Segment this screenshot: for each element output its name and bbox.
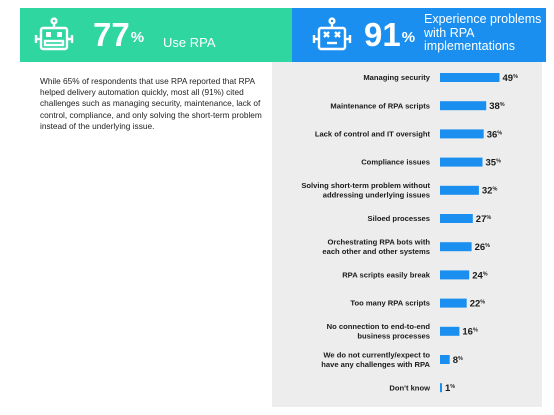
rpa-usage-banner: 77% Use RPA <box>20 8 292 62</box>
challenges-chart-panel: Managing security 49% Maintenance of RPA s… <box>272 62 542 407</box>
bar <box>440 355 450 364</box>
value-label: 26% <box>475 242 491 253</box>
category-label: Managing security <box>363 73 430 82</box>
category-label: RPA scripts easily break <box>342 271 431 280</box>
summary-paragraph: While 65% of respondents that use RPA re… <box>40 76 262 131</box>
robot-error-icon <box>312 17 352 51</box>
bar <box>440 242 472 252</box>
value-label: 16% <box>462 327 478 338</box>
rpa-usage-label: Use RPA <box>163 35 216 50</box>
bar <box>440 157 483 167</box>
category-label: Compliance issues <box>361 158 430 167</box>
bar <box>440 185 479 195</box>
value-label: 35% <box>486 158 502 169</box>
bar <box>440 101 487 111</box>
bar <box>440 129 484 139</box>
bar <box>440 326 460 336</box>
value-label: 1% <box>445 383 455 394</box>
bar <box>440 270 470 280</box>
value-label: 24% <box>472 270 488 281</box>
rpa-problems-label: Experience problems with RPA implementat… <box>424 12 542 53</box>
category-label: Solving short-term problem without addres… <box>301 181 430 200</box>
robot-icon <box>34 17 74 51</box>
value-label: 8% <box>453 355 463 366</box>
category-label: Maintenance of RPA scripts <box>330 101 430 110</box>
category-label: Siloed processes <box>368 214 430 223</box>
value-label: 38% <box>489 101 505 112</box>
category-label: Don't know <box>389 383 430 392</box>
bar <box>440 298 467 308</box>
value-label: 32% <box>482 186 498 197</box>
category-label: Lack of control and IT oversight <box>315 130 431 139</box>
challenges-bar-chart: Managing security 49% Maintenance of RPA s… <box>301 73 519 394</box>
category-label: We do not currently/expect to have any ch… <box>321 350 430 369</box>
category-label: No connection to end-to-end business proc… <box>327 322 431 341</box>
bar <box>440 383 442 393</box>
rpa-usage-percent: 77% <box>93 16 145 53</box>
rpa-problems-banner: 91% Experience problems with RPA impleme… <box>292 8 546 62</box>
value-label: 27% <box>476 214 492 225</box>
value-label: 49% <box>503 73 519 84</box>
value-label: 36% <box>487 129 503 140</box>
category-label: Orchestrating RPA bots with each other an… <box>322 238 430 257</box>
category-label: Too many RPA scripts <box>350 299 430 308</box>
bar <box>440 214 473 223</box>
rpa-problems-percent: 91% <box>364 16 416 53</box>
value-label: 22% <box>470 299 486 310</box>
bar <box>440 73 500 82</box>
